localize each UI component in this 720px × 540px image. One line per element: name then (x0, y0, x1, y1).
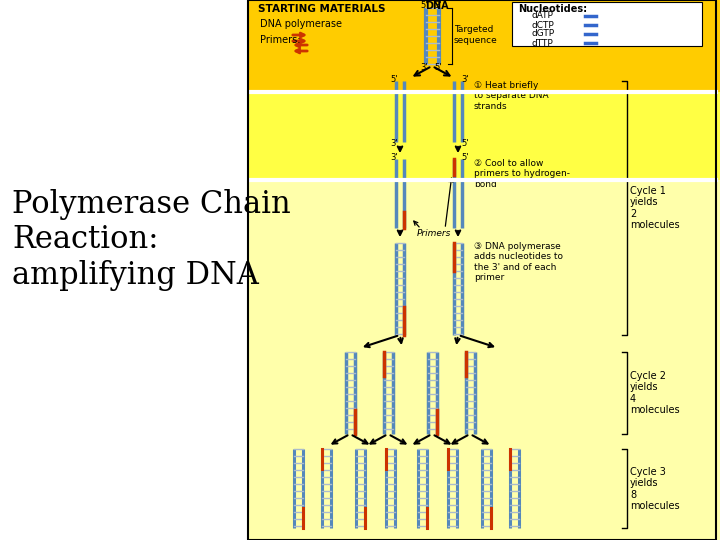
Bar (512, 2, 702, 46)
Text: Cycle 1
yields
2
molecules: Cycle 1 yields 2 molecules (630, 186, 680, 231)
Text: DNA polymerase: DNA polymerase (260, 19, 342, 29)
Text: Cycle 3
yields
8
molecules: Cycle 3 yields 8 molecules (630, 467, 680, 511)
Text: Primers:: Primers: (260, 35, 300, 45)
Text: 5': 5' (461, 139, 469, 148)
Text: dATP: dATP (532, 11, 554, 21)
Text: 5': 5' (434, 63, 441, 71)
Text: 3': 3' (390, 139, 397, 148)
Bar (248, 92, 720, 180)
Text: ② Cool to allow
primers to hydrogen-
bond: ② Cool to allow primers to hydrogen- bon… (474, 159, 570, 189)
Text: Targeted
sequence: Targeted sequence (454, 25, 498, 45)
Text: ③ DNA polymerase
adds nucleotides to
the 3' and of each
primer: ③ DNA polymerase adds nucleotides to the… (474, 242, 563, 282)
Text: dTTP: dTTP (532, 38, 554, 48)
Text: DNA: DNA (425, 1, 449, 11)
Text: ① Heat briefly
to separate DNA
strands: ① Heat briefly to separate DNA strands (474, 81, 549, 111)
Text: 3': 3' (461, 75, 469, 84)
Text: 5': 5' (390, 75, 397, 84)
Text: STARTING MATERIALS: STARTING MATERIALS (258, 4, 385, 14)
Text: 3': 3' (390, 152, 397, 161)
Text: Nucleotides:: Nucleotides: (518, 4, 587, 14)
Bar (248, 180, 720, 540)
Text: 5': 5' (420, 2, 428, 10)
Text: Primers: Primers (417, 228, 451, 238)
Text: 5': 5' (461, 152, 469, 161)
Text: dCTP: dCTP (532, 21, 554, 30)
Text: Cycle 2
yields
4
molecules: Cycle 2 yields 4 molecules (630, 370, 680, 415)
Text: Polymerase Chain
Reaction:
amplifying DNA: Polymerase Chain Reaction: amplifying DN… (12, 188, 291, 291)
Bar (248, 0, 720, 92)
Text: 3': 3' (420, 63, 428, 71)
Text: 3': 3' (434, 2, 441, 10)
Text: dGTP: dGTP (532, 30, 555, 38)
Bar (248, 0, 716, 540)
